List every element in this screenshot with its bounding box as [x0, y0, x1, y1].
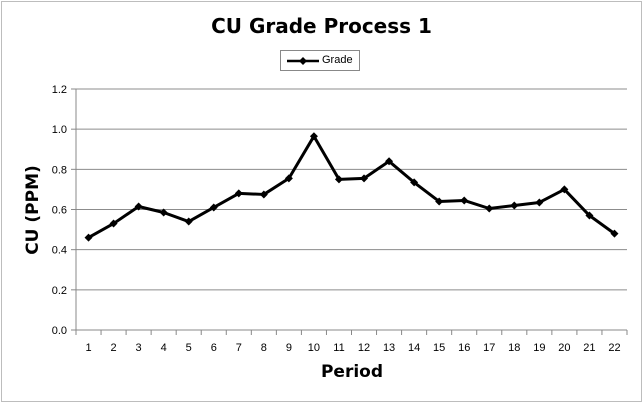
data-point — [84, 233, 93, 242]
y-tick-label: 0.4 — [52, 245, 67, 257]
x-tick-label: 16 — [458, 342, 470, 354]
data-point — [510, 201, 519, 210]
x-tick-label: 11 — [333, 342, 344, 354]
x-tick-label: 17 — [483, 342, 495, 354]
x-tick-label: 21 — [583, 342, 595, 354]
data-point — [560, 185, 569, 194]
x-tick-label: 14 — [408, 342, 420, 354]
x-tick-label: 19 — [533, 342, 545, 354]
x-tick-label: 1 — [85, 342, 91, 354]
data-point — [460, 196, 469, 205]
x-tick-label: 10 — [308, 342, 320, 354]
x-tick-label: 3 — [136, 342, 142, 354]
data-point — [309, 132, 318, 141]
data-point — [284, 174, 293, 183]
data-point — [535, 198, 544, 207]
data-point — [259, 190, 268, 199]
data-point — [410, 178, 419, 187]
data-point — [209, 203, 218, 212]
x-tick-label: 4 — [161, 342, 167, 354]
x-tick-label: 12 — [358, 342, 370, 354]
data-point — [134, 202, 143, 211]
x-tick-label: 20 — [558, 342, 570, 354]
x-axis-label: Period — [320, 362, 384, 382]
x-tick-label: 6 — [211, 342, 217, 354]
data-point — [610, 229, 619, 238]
data-point — [159, 208, 168, 217]
chart-title: CU Grade Process 1 — [211, 14, 432, 38]
x-tick-label: 22 — [608, 342, 620, 354]
legend-label: Grade — [322, 54, 353, 66]
data-point — [334, 175, 343, 184]
data-point — [360, 174, 369, 183]
legend-line-marker-icon — [287, 57, 319, 65]
legend: Grade — [280, 50, 360, 71]
series-line-grade — [87, 134, 616, 239]
data-point — [485, 204, 494, 213]
data-point — [435, 197, 444, 206]
x-tick-label: 7 — [236, 342, 242, 354]
x-tick-label: 15 — [433, 342, 445, 354]
data-point — [385, 157, 394, 166]
data-point — [184, 217, 193, 226]
y-tick-label: 0.2 — [52, 285, 67, 297]
x-tick-label: 13 — [383, 342, 395, 354]
data-point — [234, 189, 243, 198]
data-point — [585, 211, 594, 220]
x-tick-label: 18 — [508, 342, 520, 354]
x-tick-label: 8 — [261, 342, 267, 354]
x-tick-label: 5 — [186, 342, 192, 354]
data-point — [109, 219, 118, 228]
y-tick-label: 0.0 — [52, 325, 67, 337]
y-tick-label: 0.6 — [52, 205, 67, 217]
y-tick-label: 1.2 — [52, 84, 67, 96]
y-tick-label: 0.8 — [52, 164, 67, 176]
x-tick-label: 9 — [286, 342, 292, 354]
x-tick-label: 2 — [111, 342, 117, 354]
y-tick-label: 1.0 — [52, 124, 67, 136]
